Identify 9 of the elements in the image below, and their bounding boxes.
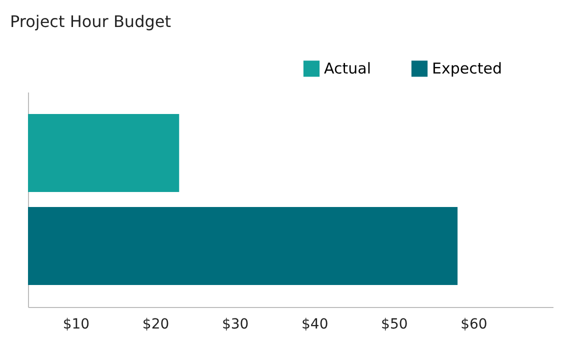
x-tick-label: $20 bbox=[142, 316, 170, 332]
legend-label: Expected bbox=[432, 60, 502, 78]
x-tick-label: $40 bbox=[301, 316, 328, 332]
chart-title: Project Hour Budget bbox=[10, 12, 171, 31]
legend-label: Actual bbox=[324, 60, 371, 78]
x-tick-label: $50 bbox=[381, 316, 408, 332]
x-tick-label: $60 bbox=[460, 316, 488, 332]
x-tick-label: $30 bbox=[222, 316, 249, 332]
x-tick-label: $10 bbox=[62, 316, 90, 332]
